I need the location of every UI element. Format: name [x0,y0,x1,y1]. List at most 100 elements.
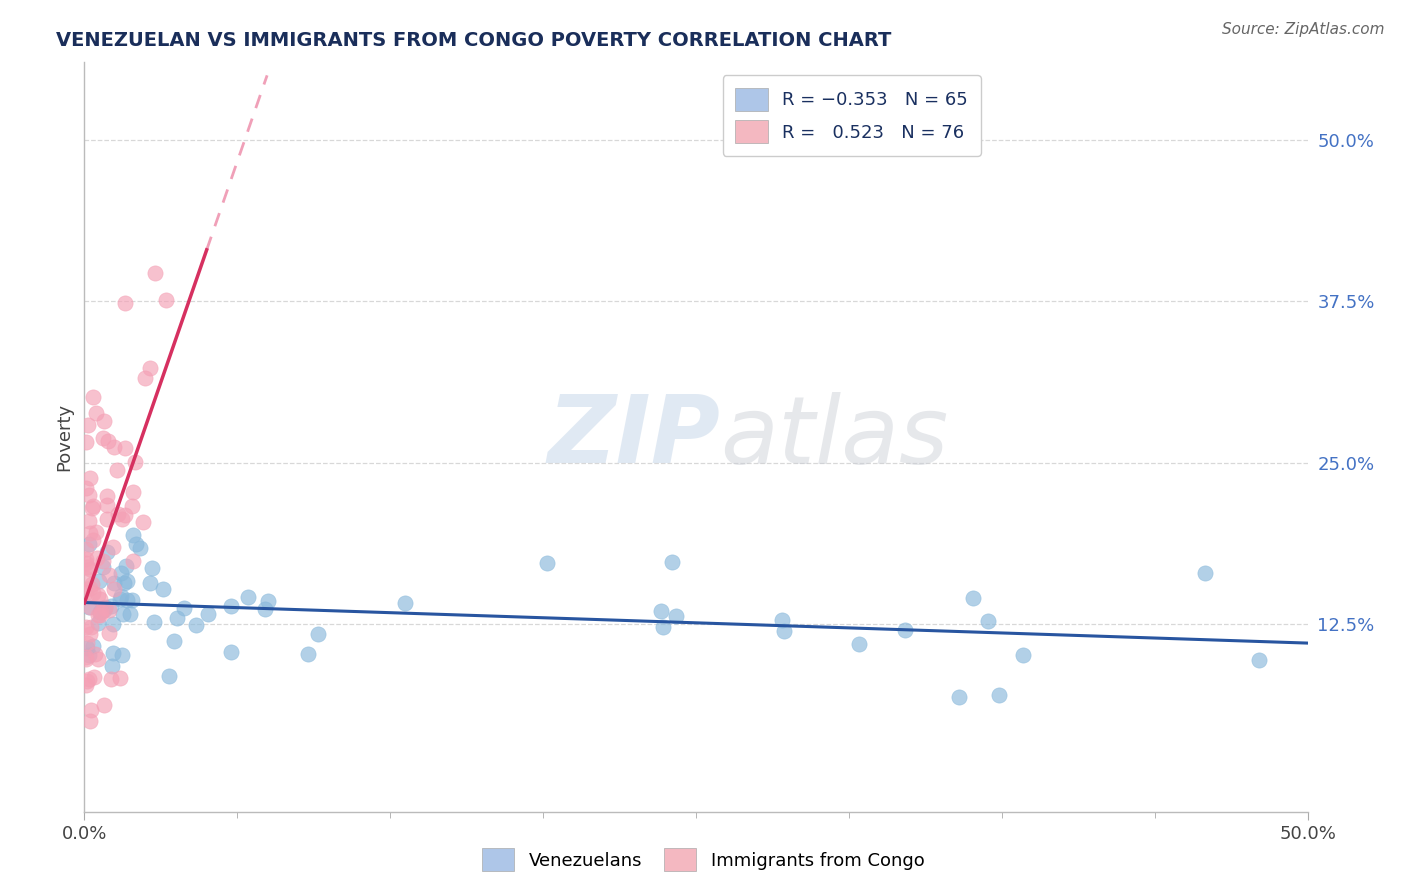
Point [111,512,134,526]
Point [219,599,242,614]
Y-axis label: Poverty: Poverty [55,403,73,471]
Point [79,627,101,641]
Point [894,623,917,637]
Point [79,561,101,575]
Point [236,590,259,604]
Point [103,441,125,455]
Point [101,659,124,673]
Text: atlas: atlas [720,392,949,483]
Point [125,537,148,551]
Point [141,560,163,574]
Point [89,607,111,622]
Point [89,591,111,606]
Point [166,610,188,624]
Point [98,626,121,640]
Point [1247,653,1270,667]
Point [770,613,793,627]
Legend: R = −0.353   N = 65, R =   0.523   N = 76: R = −0.353 N = 65, R = 0.523 N = 76 [723,75,980,156]
Point [111,648,134,663]
Point [87,574,110,589]
Point [221,645,243,659]
Point [139,360,162,375]
Point [394,596,416,610]
Legend: Venezuelans, Immigrants from Congo: Venezuelans, Immigrants from Congo [474,841,932,879]
Point [254,602,277,616]
Point [87,607,110,622]
Point [108,592,131,607]
Text: ZIP: ZIP [547,391,720,483]
Point [121,499,143,513]
Point [124,455,146,469]
Point [77,488,100,502]
Point [131,516,153,530]
Point [105,462,128,476]
Point [91,554,114,568]
Point [114,296,136,310]
Point [96,489,118,503]
Point [114,558,136,573]
Point [79,714,101,729]
Point [661,555,683,569]
Point [86,550,108,565]
Point [75,542,97,557]
Point [80,577,103,591]
Point [86,588,108,602]
Point [76,560,98,574]
Point [100,672,122,686]
Point [75,556,97,570]
Point [115,593,138,607]
Point [142,615,165,629]
Point [79,525,101,540]
Point [122,484,145,499]
Point [90,605,112,619]
Point [77,537,100,551]
Point [97,567,120,582]
Point [115,574,138,588]
Point [307,627,329,641]
Point [108,672,131,686]
Point [184,617,207,632]
Point [652,620,675,634]
Point [96,511,118,525]
Point [79,600,101,615]
Point [75,585,97,599]
Point [87,616,110,631]
Point [84,525,107,540]
Point [107,507,129,521]
Point [114,441,136,455]
Point [76,418,98,433]
Point [122,554,145,568]
Point [82,500,104,514]
Point [80,703,103,717]
Point [77,600,100,615]
Point [75,649,97,664]
Point [155,293,177,307]
Point [82,533,104,548]
Point [650,603,672,617]
Point [100,599,122,613]
Text: Source: ZipAtlas.com: Source: ZipAtlas.com [1222,22,1385,37]
Point [75,481,97,495]
Point [89,605,111,619]
Point [75,434,97,449]
Point [96,498,118,512]
Point [101,646,124,660]
Point [82,639,104,653]
Point [976,614,998,628]
Point [75,652,97,666]
Point [75,552,97,566]
Point [773,624,796,639]
Point [87,652,110,666]
Point [82,586,104,600]
Point [536,556,558,570]
Point [121,593,143,607]
Point [134,371,156,385]
Point [96,545,118,559]
Point [94,600,117,615]
Point [103,576,125,591]
Point [103,582,125,596]
Point [118,607,141,621]
Point [1194,566,1216,581]
Point [76,673,98,688]
Point [77,515,100,529]
